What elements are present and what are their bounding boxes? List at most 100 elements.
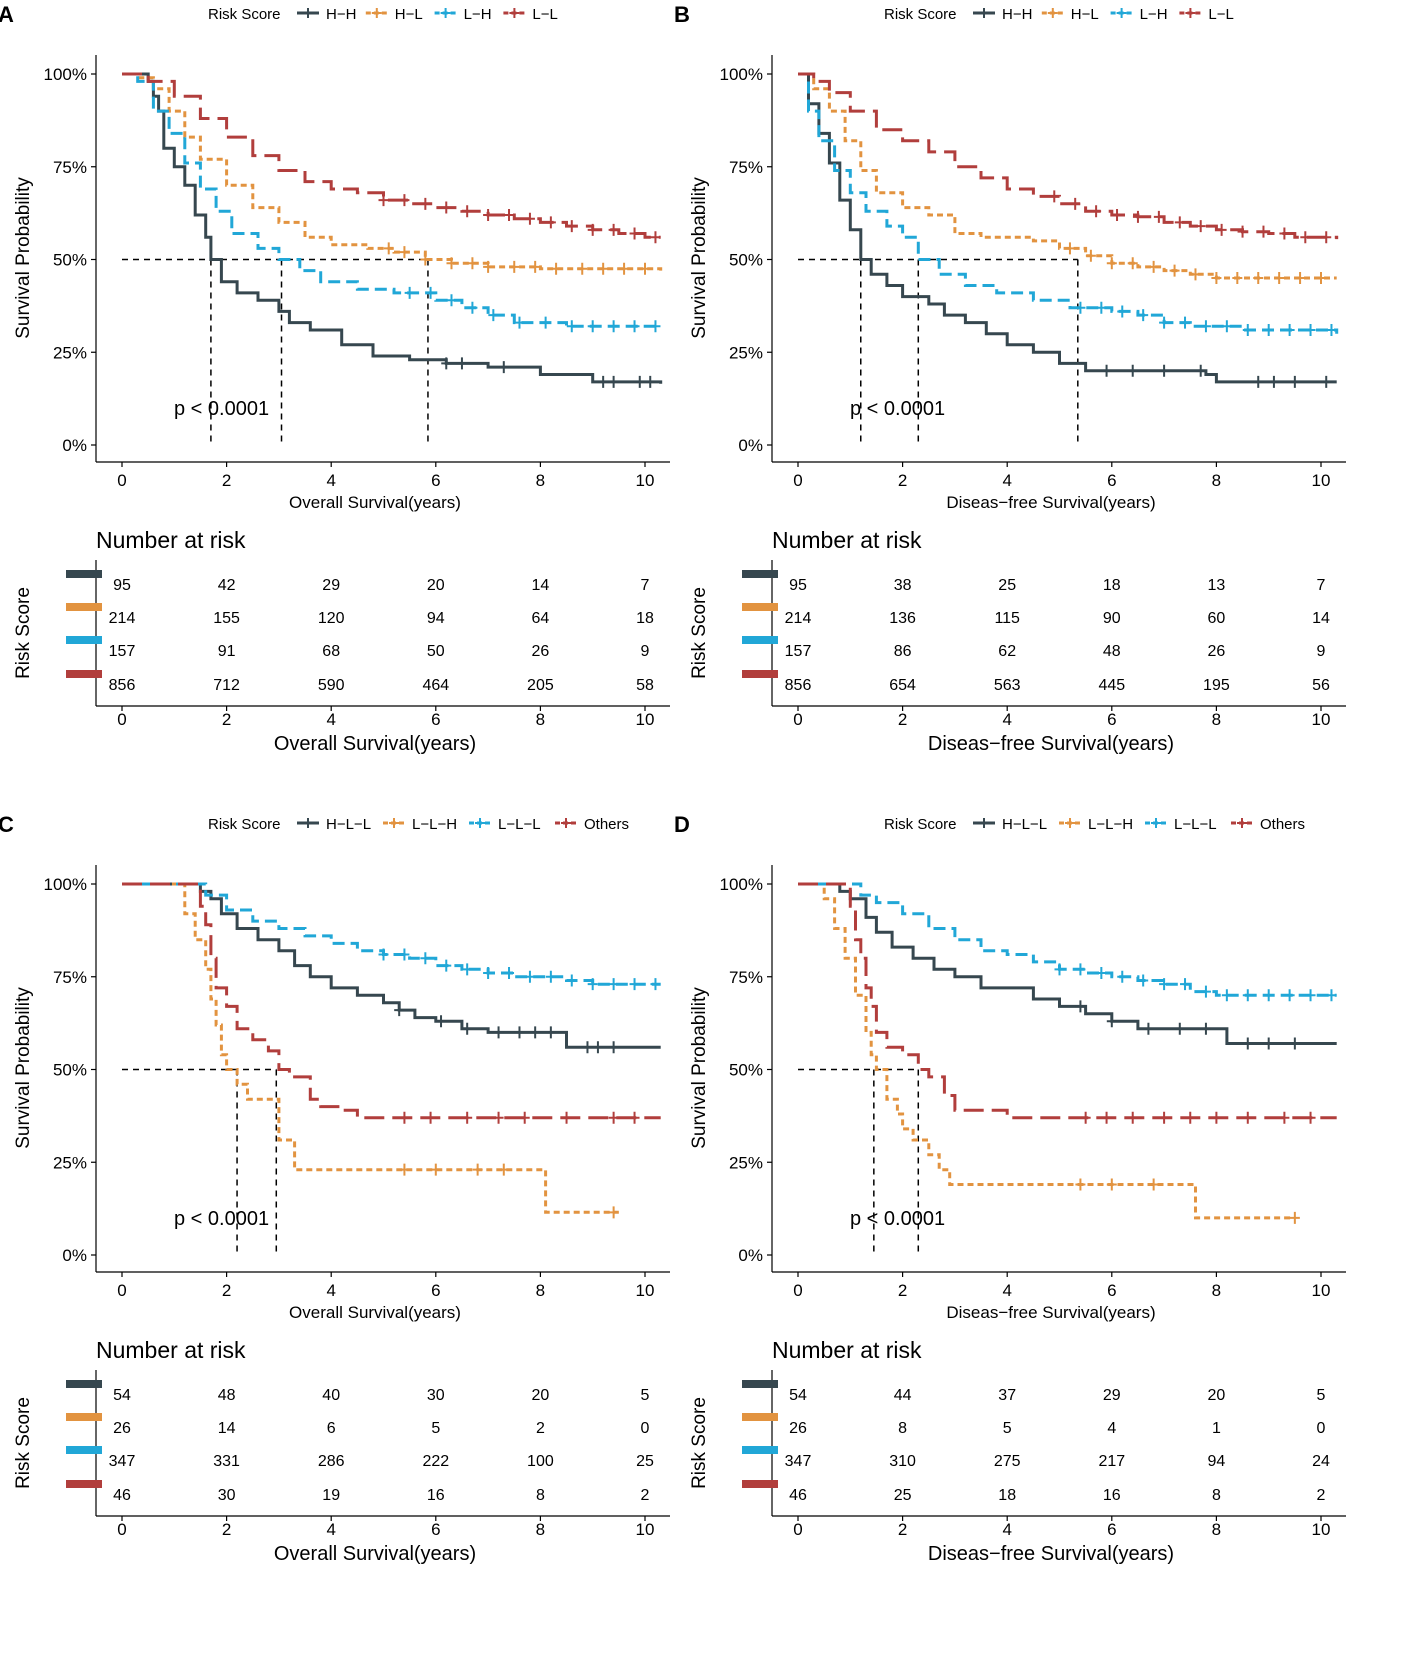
risk-row-key xyxy=(66,1480,102,1488)
censor-mark xyxy=(1127,257,1138,270)
risk-count: 205 xyxy=(527,677,554,694)
risk-x-tick-label: 10 xyxy=(636,710,655,729)
censor-mark xyxy=(1101,364,1112,377)
censor-mark xyxy=(1300,231,1311,244)
risk-count: 94 xyxy=(427,610,445,627)
censor-mark xyxy=(1253,375,1264,388)
risk-count: 0 xyxy=(1317,1420,1326,1437)
censor-mark xyxy=(1268,375,1279,388)
censor-mark xyxy=(566,974,577,987)
risk-count: 347 xyxy=(785,1453,812,1470)
panel-letter: D xyxy=(674,812,690,837)
censor-mark xyxy=(645,375,656,388)
risk-x-tick-label: 0 xyxy=(793,710,802,729)
risk-row-key xyxy=(742,1380,778,1388)
censor-mark xyxy=(1106,257,1117,270)
risk-x-tick-label: 6 xyxy=(1107,1520,1116,1539)
censor-mark xyxy=(582,1041,593,1054)
censor-mark xyxy=(483,260,494,273)
survival-curve xyxy=(798,882,1337,1045)
risk-count: 6 xyxy=(327,1420,336,1437)
censor-mark xyxy=(619,262,630,275)
x-tick-label: 2 xyxy=(898,1281,907,1300)
risk-count: 464 xyxy=(422,677,449,694)
y-axis-title: Survival Probability xyxy=(13,177,34,339)
panel-letter: B xyxy=(674,2,690,27)
x-tick-label: 6 xyxy=(431,471,440,490)
censor-mark xyxy=(514,316,525,329)
risk-table-title: Number at risk xyxy=(772,527,922,553)
risk-count: 5 xyxy=(641,1387,650,1404)
legend-label: L−L−H xyxy=(1088,816,1133,833)
x-tick-label: 4 xyxy=(326,471,335,490)
censor-mark xyxy=(1127,1111,1138,1124)
censor-mark xyxy=(1242,1111,1253,1124)
risk-x-tick-label: 10 xyxy=(1312,1520,1331,1539)
censor-mark xyxy=(425,286,436,299)
y-tick-label: 25% xyxy=(729,343,763,362)
risk-count: 155 xyxy=(213,610,240,627)
censor-mark xyxy=(1054,963,1065,976)
risk-count: 26 xyxy=(113,1420,131,1437)
risk-count: 2 xyxy=(641,1487,650,1504)
censor-mark xyxy=(1096,301,1107,314)
x-axis-title: Overall Survival(years) xyxy=(289,493,461,512)
panel-B: B Risk Score H−H H−L L−H L−L 0% 25% 50% 75% 100% 0 2… xyxy=(674,2,1346,755)
risk-row-key xyxy=(66,1413,102,1421)
risk-count: 217 xyxy=(1098,1453,1125,1470)
x-tick-label: 0 xyxy=(117,471,126,490)
risk-row-key xyxy=(66,603,102,611)
risk-count: 20 xyxy=(1208,1387,1226,1404)
censor-mark xyxy=(462,963,473,976)
censor-mark xyxy=(1211,1111,1222,1124)
censor-mark xyxy=(540,316,551,329)
legend-label: H−L xyxy=(395,6,423,23)
risk-count: 25 xyxy=(894,1487,912,1504)
risk-x-tick-label: 8 xyxy=(1212,1520,1221,1539)
censor-mark xyxy=(1117,970,1128,983)
censor-mark xyxy=(608,1111,619,1124)
legend-key-censor xyxy=(389,818,399,828)
risk-x-tick-label: 8 xyxy=(536,1520,545,1539)
risk-x-axis-title: Diseas−free Survival(years) xyxy=(928,733,1174,755)
censor-mark xyxy=(1112,208,1123,221)
censor-mark xyxy=(1253,272,1264,285)
censor-mark xyxy=(1211,272,1222,285)
censor-mark xyxy=(514,1026,525,1039)
censor-mark xyxy=(1159,364,1170,377)
risk-count: 275 xyxy=(994,1453,1021,1470)
survival-curve xyxy=(122,882,661,986)
risk-count: 30 xyxy=(427,1387,445,1404)
risk-count: 20 xyxy=(532,1387,550,1404)
x-tick-label: 0 xyxy=(117,1281,126,1300)
censor-mark xyxy=(608,1206,619,1219)
risk-count: 94 xyxy=(1208,1453,1226,1470)
legend-key-censor xyxy=(1047,8,1058,18)
risk-count: 445 xyxy=(1098,677,1125,694)
censor-mark xyxy=(1242,1037,1253,1050)
censor-mark xyxy=(598,262,609,275)
x-tick-label: 10 xyxy=(1312,471,1331,490)
legend-title: Risk Score xyxy=(208,6,281,23)
risk-table-ylabel: Risk Score xyxy=(689,1397,710,1489)
censor-mark xyxy=(1279,1111,1290,1124)
censor-mark xyxy=(629,320,640,333)
legend-label: L−H xyxy=(1140,6,1168,23)
censor-mark xyxy=(530,1026,541,1039)
risk-count: 46 xyxy=(789,1487,807,1504)
censor-mark xyxy=(587,320,598,333)
legend: Risk Score H−H H−L L−H L−L xyxy=(208,6,558,23)
risk-count: 29 xyxy=(1103,1387,1121,1404)
legend-label: Others xyxy=(1260,816,1305,833)
censor-mark xyxy=(524,970,535,983)
risk-x-tick-label: 10 xyxy=(636,1520,655,1539)
y-tick-label: 100% xyxy=(44,875,87,894)
risk-count: 136 xyxy=(889,610,916,627)
censor-mark xyxy=(1321,231,1332,244)
survival-curve xyxy=(798,72,1337,280)
risk-count: 195 xyxy=(1203,677,1230,694)
y-axis-title: Survival Probability xyxy=(689,177,710,339)
censor-mark xyxy=(608,1041,619,1054)
survival-curve xyxy=(798,882,1337,997)
panel-C: C Risk Score H−L−L L−L−H L−L−L Others 0% 25% 50%… xyxy=(0,812,670,1565)
